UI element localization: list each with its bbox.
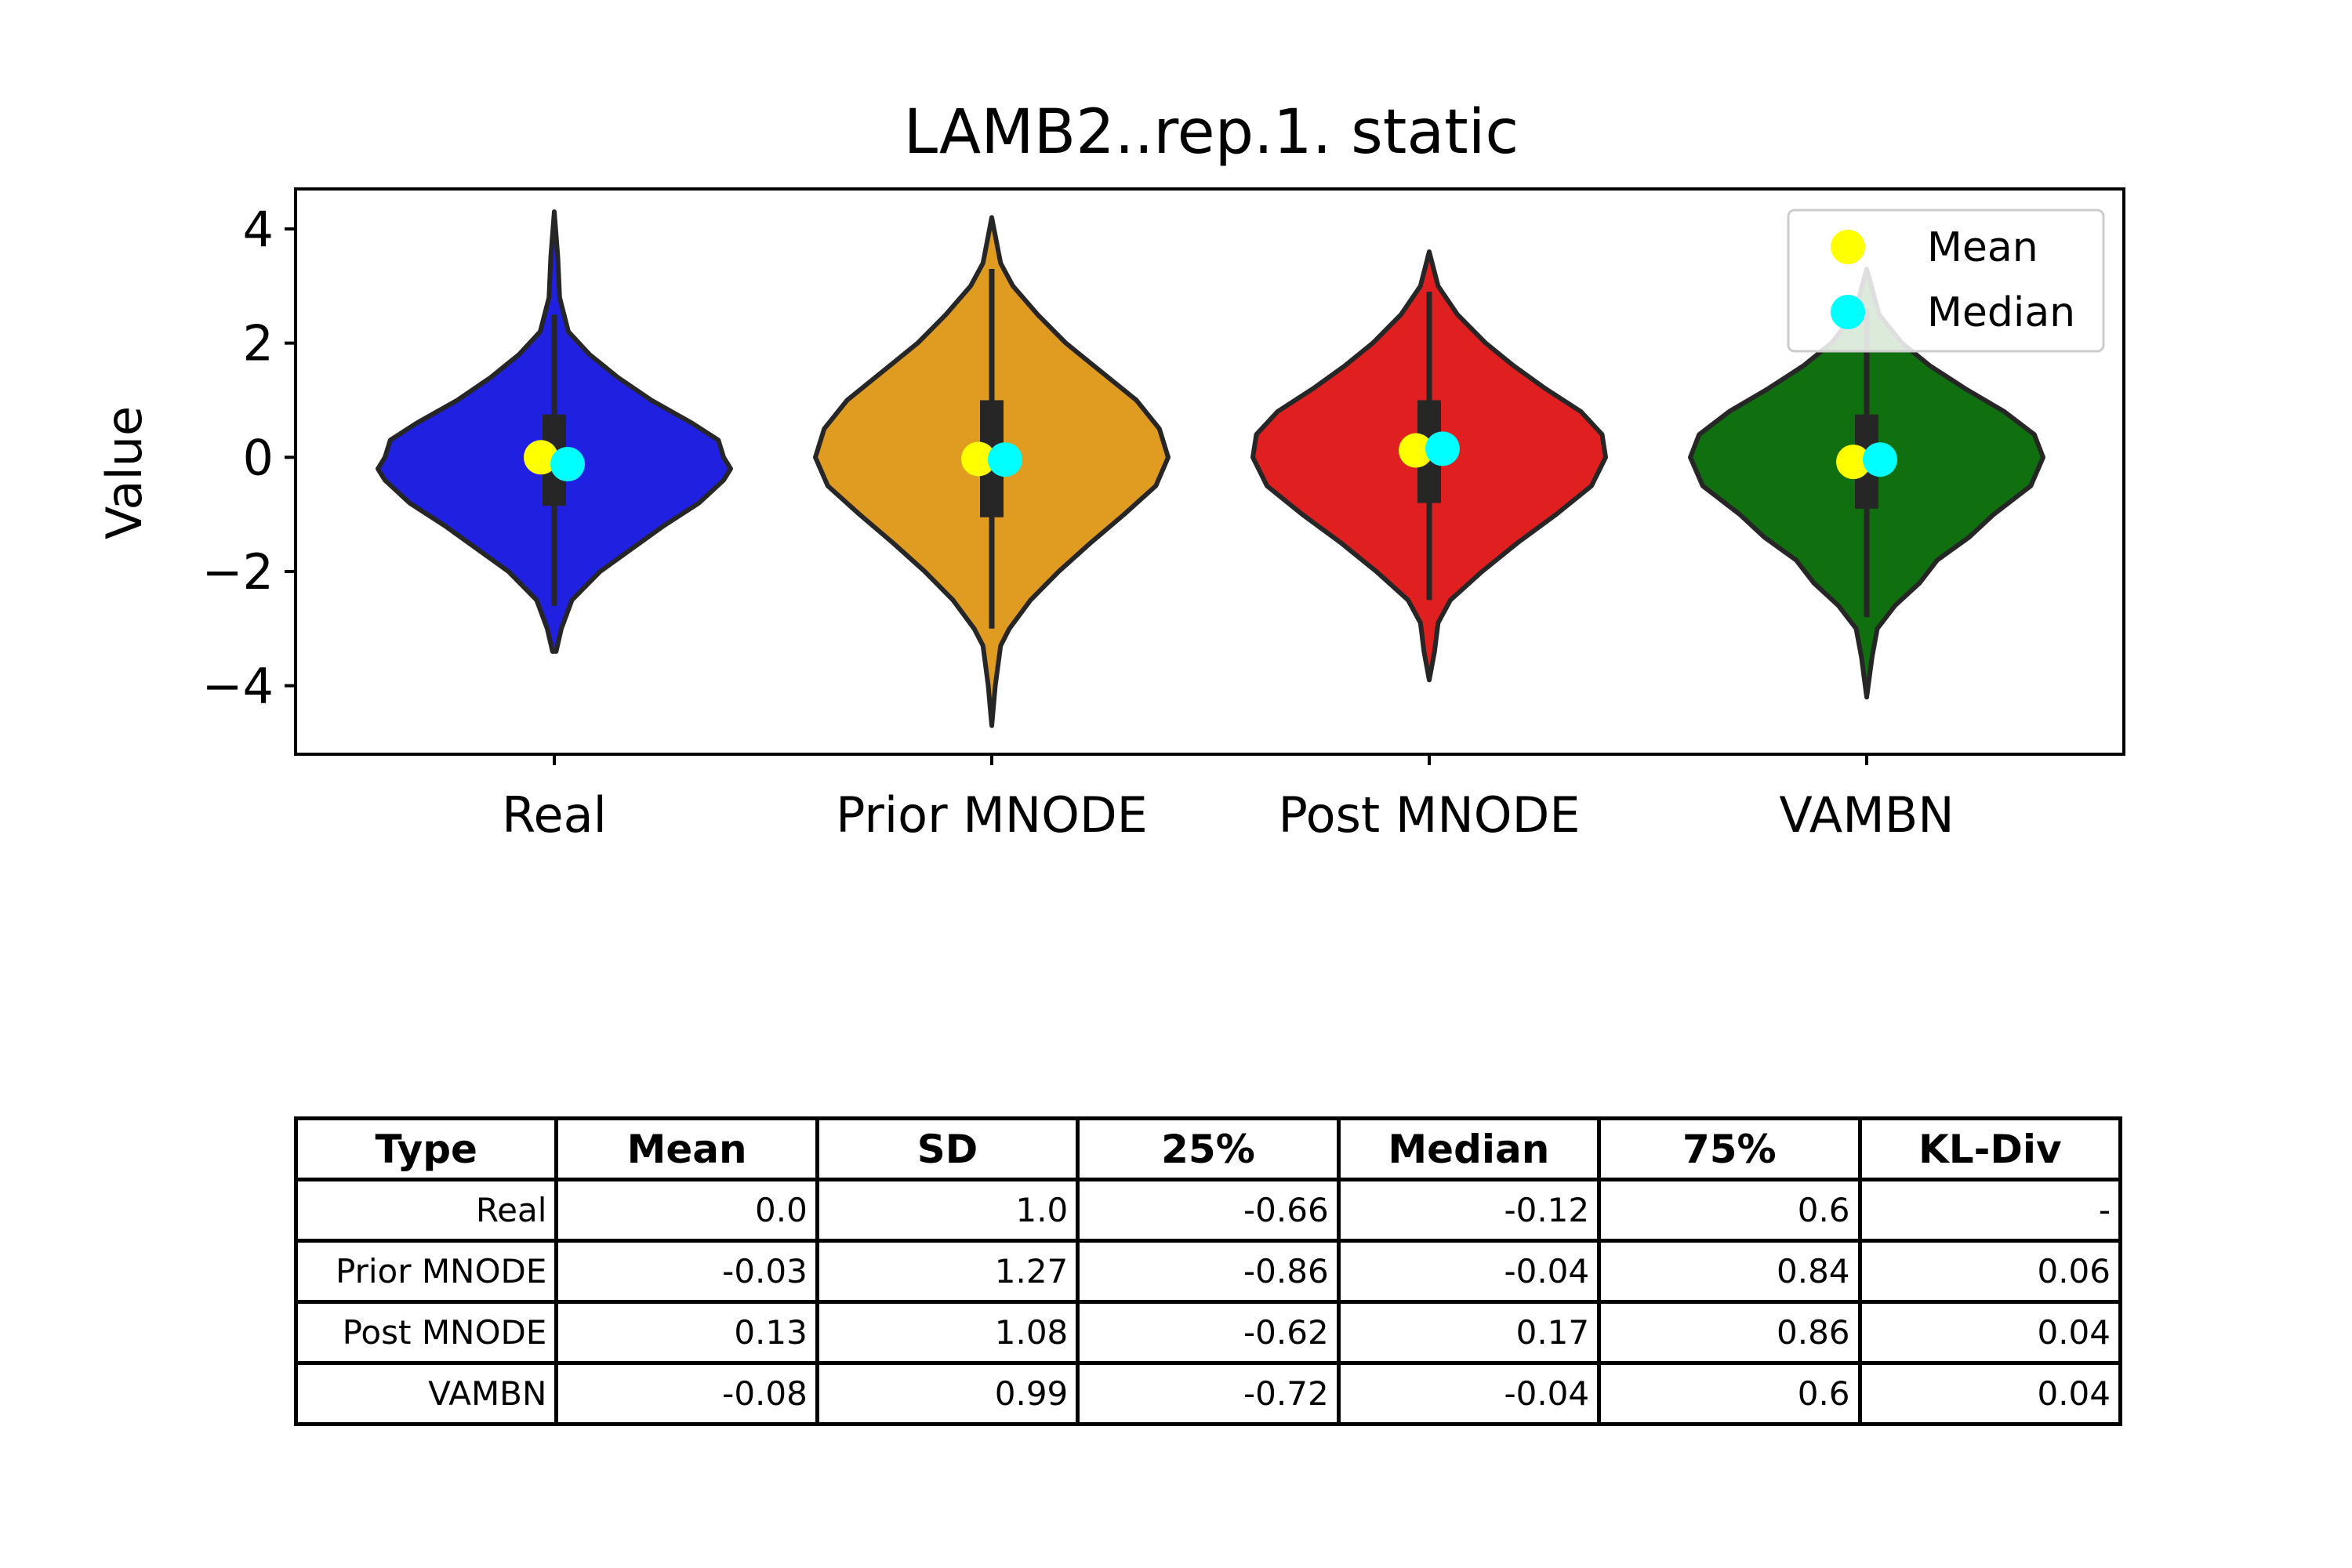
- table-row: Prior MNODE -0.03 1.27 -0.86 -0.04 0.84 0.06: [293, 1239, 2123, 1304]
- table-row: VAMBN -0.08 0.99 -0.72 -0.04 0.6 0.04: [293, 1361, 2123, 1426]
- table-cell: -0.08: [554, 1361, 819, 1426]
- table-cell: Prior MNODE: [293, 1239, 559, 1304]
- table-cell: 0.99: [815, 1361, 1080, 1426]
- y-tick-label: 0: [243, 429, 274, 486]
- legend-label: Mean: [1927, 224, 2038, 271]
- mean-marker: [524, 440, 558, 475]
- table-cell: -0.72: [1076, 1361, 1341, 1426]
- median-marker: [1863, 442, 1897, 477]
- table-row: Post MNODE 0.13 1.08 -0.62 0.17 0.86 0.04: [293, 1300, 2123, 1365]
- table-cell: 1.08: [815, 1300, 1080, 1365]
- table-cell: 0.04: [1857, 1300, 2123, 1365]
- table-header-row: Type Mean SD 25% Median 75% KL-Div: [293, 1116, 2123, 1181]
- median-marker: [1425, 431, 1460, 466]
- plot-frame: [294, 187, 2125, 756]
- table-cell: Real: [293, 1178, 559, 1243]
- table-cell: Post MNODE: [293, 1300, 559, 1365]
- table-cell: -0.62: [1076, 1300, 1341, 1365]
- y-tick-label: −4: [202, 658, 274, 715]
- x-tick-label: VAMBN: [1779, 786, 1954, 844]
- legend-label: Median: [1927, 289, 2075, 336]
- table-cell: 0.84: [1597, 1239, 1862, 1304]
- table-cell: -0.12: [1336, 1178, 1602, 1243]
- stats-table: Type Mean SD 25% Median 75% KL-Div Real 0.0 1.0-…: [293, 1116, 2123, 1426]
- table-header-cell: SD: [815, 1116, 1080, 1181]
- marker-group: [524, 431, 1897, 482]
- table-cell: 0.17: [1336, 1300, 1602, 1365]
- legend: Mean Median: [1787, 209, 2105, 353]
- x-tick-label: Prior MNODE: [836, 786, 1148, 844]
- y-axis: 4 2 0 −2 −4: [202, 201, 296, 715]
- x-tick-label: Post MNODE: [1278, 786, 1580, 844]
- table-header-cell: 75%: [1597, 1116, 1862, 1181]
- table-cell: 0.6: [1597, 1178, 1862, 1243]
- table-body: Real 0.0 1.0 -0.66 -0.12 0.6- Prior MNODE -0.03…: [293, 1178, 2123, 1426]
- mean-marker: [961, 441, 996, 477]
- mean-marker: [1399, 433, 1433, 468]
- y-tick-label: −2: [202, 543, 274, 601]
- y-axis-label: Value: [96, 406, 153, 539]
- table-header-cell: Type: [293, 1116, 559, 1181]
- table-header-cell: KL-Div: [1857, 1116, 2123, 1181]
- y-tick-label: 2: [243, 315, 274, 372]
- table-cell: 0.06: [1857, 1239, 2123, 1304]
- table-cell: 0.04: [1857, 1361, 2123, 1426]
- chart-title: LAMB2..rep.1. static: [904, 97, 1519, 168]
- median-marker: [550, 447, 585, 482]
- legend-box: [1787, 209, 2105, 353]
- table-cell: 1.27: [815, 1239, 1080, 1304]
- x-tick-label: Real: [502, 786, 607, 844]
- legend-swatch: [1831, 295, 1865, 329]
- median-marker: [988, 442, 1022, 477]
- x-axis: Real Prior MNODE Post MNODE VAMBN: [502, 754, 1955, 844]
- table-header-cell: Median: [1336, 1116, 1602, 1181]
- table-header-cell: Mean: [554, 1116, 819, 1181]
- y-tick-label: 4: [243, 201, 274, 258]
- table-cell: VAMBN: [293, 1361, 559, 1426]
- table-cell: -0.04: [1336, 1239, 1602, 1304]
- table-cell: 0.6: [1597, 1361, 1862, 1426]
- table-cell: 1.0: [815, 1178, 1080, 1243]
- table-cell: -0.04: [1336, 1361, 1602, 1426]
- table-row: Real 0.0 1.0 -0.66 -0.12 0.6-: [293, 1178, 2123, 1243]
- mean-marker: [1836, 445, 1871, 480]
- table-cell: 0.0: [554, 1178, 819, 1243]
- legend-swatch: [1831, 230, 1865, 264]
- table-cell: 0.13: [554, 1300, 819, 1365]
- table-cell: -0.66: [1076, 1178, 1341, 1243]
- table-header-cell: 25%: [1076, 1116, 1341, 1181]
- table-cell: -0.03: [554, 1239, 819, 1304]
- table-cell: -0.86: [1076, 1239, 1341, 1304]
- table-cell: 0.86: [1597, 1300, 1862, 1365]
- table-cell: -: [1857, 1178, 2123, 1243]
